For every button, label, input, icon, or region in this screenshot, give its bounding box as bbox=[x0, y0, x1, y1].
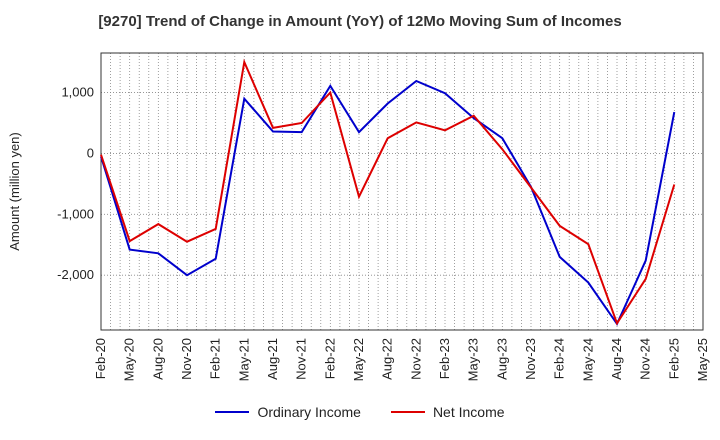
x-tick-label: May-23 bbox=[466, 338, 481, 381]
x-tick-label: Aug-23 bbox=[494, 338, 509, 380]
x-tick-label: May-25 bbox=[695, 338, 710, 381]
legend-item-ordinary-income: Ordinary Income bbox=[215, 404, 361, 420]
x-tick-label: Feb-20 bbox=[93, 338, 108, 379]
y-axis-title: Amount (million yen) bbox=[7, 132, 22, 251]
x-tick-label: Nov-20 bbox=[179, 338, 194, 380]
x-tick-label: May-24 bbox=[580, 338, 595, 381]
legend-label-net-income: Net Income bbox=[432, 404, 505, 420]
x-tick-label: May-20 bbox=[122, 338, 137, 381]
x-tick-label: May-21 bbox=[236, 338, 251, 381]
x-tick-label: May-22 bbox=[351, 338, 366, 381]
x-tick-label: Feb-24 bbox=[552, 338, 567, 379]
y-tick-label: -1,000 bbox=[57, 206, 94, 221]
x-tick-label: Nov-24 bbox=[638, 338, 653, 380]
y-tick-label: 0 bbox=[87, 145, 94, 160]
x-tick-label: Aug-24 bbox=[609, 338, 624, 380]
plot-frame bbox=[100, 52, 704, 331]
legend-swatch-net-income bbox=[390, 411, 425, 413]
x-tick-label: Feb-23 bbox=[437, 338, 452, 379]
legend-swatch-ordinary-income bbox=[215, 411, 250, 413]
x-tick-label: Feb-21 bbox=[208, 338, 223, 379]
x-tick-label: Aug-20 bbox=[150, 338, 165, 380]
legend-item-net-income: Net Income bbox=[390, 404, 505, 420]
x-tick-label: Nov-23 bbox=[523, 338, 538, 380]
x-tick-label: Aug-21 bbox=[265, 338, 280, 380]
y-tick-label: -2,000 bbox=[57, 267, 94, 282]
x-tick-label: Aug-22 bbox=[380, 338, 395, 380]
series-line-net-income bbox=[100, 58, 676, 326]
chart-title: [9270] Trend of Change in Amount (YoY) o… bbox=[98, 13, 622, 30]
y-tick-label: 1,000 bbox=[61, 85, 94, 100]
series-line-ordinary-income bbox=[100, 79, 676, 326]
legend-label-ordinary-income: Ordinary Income bbox=[257, 404, 361, 420]
legend: Ordinary Income Net Income bbox=[0, 404, 720, 420]
x-tick-label: Nov-22 bbox=[408, 338, 423, 380]
x-tick-label: Feb-22 bbox=[322, 338, 337, 379]
plot-background bbox=[101, 53, 703, 330]
x-tick-label: Feb-25 bbox=[666, 338, 681, 379]
x-tick-label: Nov-21 bbox=[294, 338, 309, 380]
